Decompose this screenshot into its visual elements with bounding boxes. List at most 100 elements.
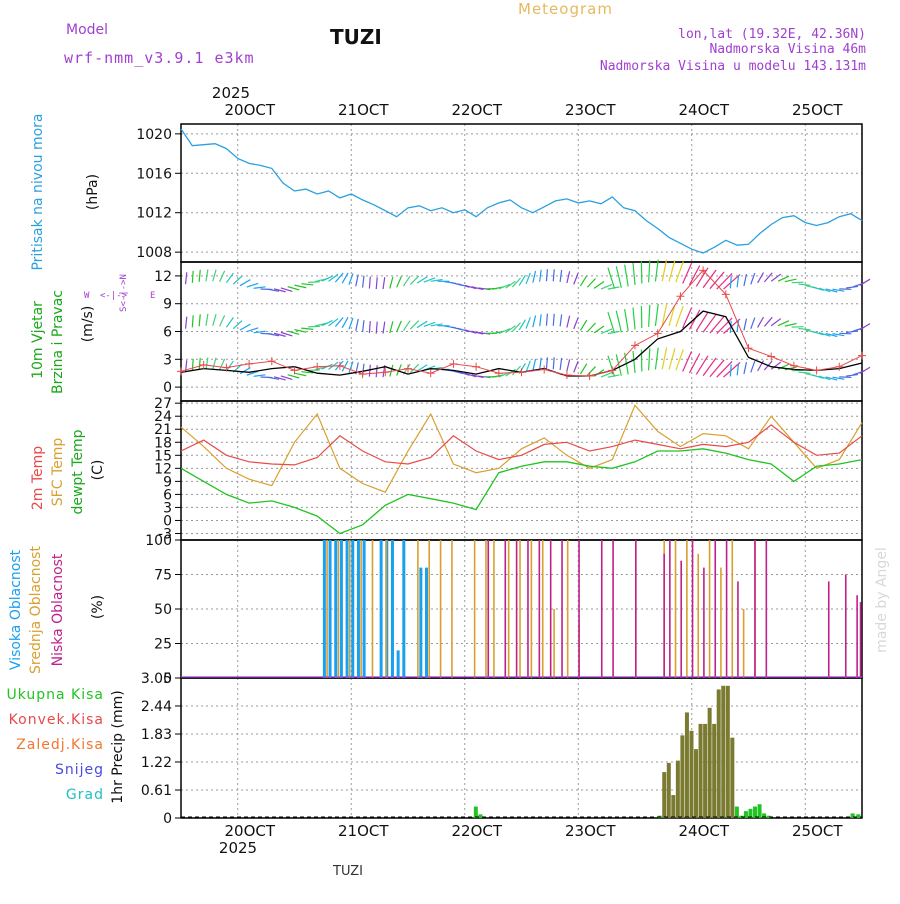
pressure-title: Pritisak na nivou mora <box>30 113 46 270</box>
precip-conv-label: Konvek.Kisa <box>9 712 104 728</box>
cloud-bar <box>561 540 563 678</box>
wind-arrow <box>540 314 542 326</box>
cloud-bar <box>485 540 487 678</box>
cloud-bar <box>726 540 728 678</box>
cloud-bar <box>635 540 637 678</box>
wind-arrow <box>649 348 650 370</box>
wind-arrow <box>247 283 258 287</box>
wind-arrow <box>390 277 393 289</box>
gust-marker <box>654 329 662 337</box>
cloud-bar <box>351 540 354 678</box>
wind-arrow <box>581 320 587 330</box>
wind-arrow <box>192 359 193 371</box>
wind-arrow <box>798 284 810 285</box>
wind-arrow <box>206 269 208 281</box>
wind-arrow <box>199 358 200 370</box>
ytick-label: 0 <box>163 811 172 827</box>
precip-bar <box>735 807 739 818</box>
top-year-label: 2025 <box>212 84 250 102</box>
wind-arrow <box>403 321 410 331</box>
model-altitude-label: Nadmorska Visina u modelu 143.131m <box>600 59 866 74</box>
cloud-bar <box>397 650 400 678</box>
wind-arrow <box>295 373 307 376</box>
cloud-bar <box>531 540 533 678</box>
wind-arrow <box>710 316 724 333</box>
precip-bar <box>662 772 666 818</box>
cloud-bar <box>550 540 552 678</box>
ytick-label: 2.44 <box>141 699 172 715</box>
cloud-bar <box>402 540 405 678</box>
pressure-line <box>181 129 862 253</box>
cloud-bar <box>504 540 506 678</box>
plots <box>177 129 870 818</box>
wind-arrow <box>540 358 542 370</box>
top-date-label: 24OCT <box>678 101 729 119</box>
precip-bar <box>726 686 730 818</box>
wind-arrow <box>226 318 233 328</box>
cloud-bar <box>703 568 705 678</box>
ytick-label: 0 <box>163 380 172 396</box>
gust-marker <box>745 344 753 352</box>
wind-arrow <box>662 260 666 282</box>
cloud-bar <box>326 540 328 678</box>
cloud-bar <box>737 581 739 678</box>
wind-arrow <box>730 276 731 288</box>
precip-bar <box>694 749 698 818</box>
ytick-label: 9 <box>163 297 172 313</box>
compass-mid: <-|-> <box>100 291 128 301</box>
wind-arrow <box>633 307 635 329</box>
cloud-bar <box>542 540 544 678</box>
precip-bar <box>730 738 734 818</box>
gust-marker <box>586 372 594 380</box>
cloud-unit: (%) <box>90 595 106 619</box>
wind-arrow <box>574 273 578 284</box>
bottom-date-label: 23OCT <box>565 822 616 840</box>
wind-arrow <box>533 359 536 371</box>
wind-arrow <box>240 280 250 286</box>
precip-bar <box>685 712 689 818</box>
cloud-bar <box>508 540 510 678</box>
station-title: TUZI <box>330 25 382 49</box>
wind-arrow <box>397 276 402 287</box>
wind-arrow <box>567 316 570 328</box>
wind-arrow <box>655 348 658 370</box>
cloud-bar <box>754 540 756 678</box>
wind-arrow <box>587 323 595 332</box>
cloud-bar <box>385 540 387 678</box>
wind-arrow <box>778 276 789 281</box>
wind-arrow <box>785 324 797 327</box>
wind-arrow <box>220 271 225 282</box>
wind-arrow <box>683 263 692 283</box>
footer-station: TUZI <box>332 864 363 879</box>
gust-marker <box>449 360 457 368</box>
wind-arrow <box>649 305 650 327</box>
cloud-bar <box>323 540 326 678</box>
cloud-bar <box>516 540 518 678</box>
wind-arrow <box>689 354 699 373</box>
wind-arrow <box>308 282 320 283</box>
bottom-date-label: 24OCT <box>678 822 729 840</box>
wind-arrow <box>206 314 208 326</box>
wind-arrow <box>186 317 187 329</box>
wind-arrow <box>533 271 536 283</box>
wind-arrow <box>546 269 547 281</box>
wind-arrow <box>662 348 666 370</box>
top-date-label: 25OCT <box>792 101 843 119</box>
cloud-bar <box>417 540 419 678</box>
cloud-bar <box>692 540 694 678</box>
cloud-bar <box>731 540 733 678</box>
precip-bar <box>758 804 762 818</box>
wind-arrow <box>581 276 587 286</box>
precip-bar <box>703 724 707 818</box>
wind-arrow <box>574 318 578 329</box>
cloud-bar <box>845 575 847 679</box>
wind-arrows <box>186 260 871 380</box>
cloud-bar <box>527 540 529 678</box>
wind-arrow <box>581 364 587 374</box>
precip-hail-label: Grad <box>66 787 104 803</box>
wind-arrow <box>625 309 629 331</box>
wind-arrow <box>567 271 570 283</box>
gust-marker <box>268 357 276 365</box>
